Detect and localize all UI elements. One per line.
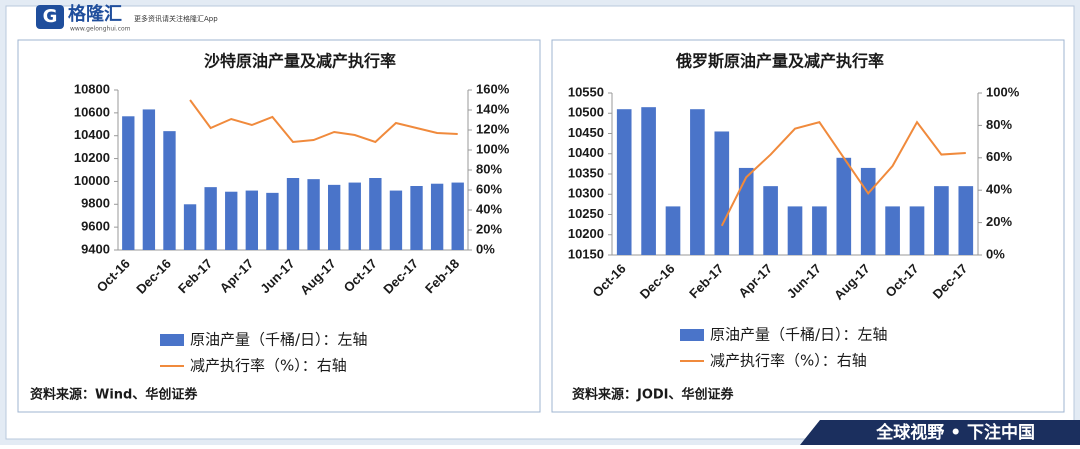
bar (204, 187, 217, 250)
bar (451, 182, 464, 250)
line (720, 120, 966, 227)
y2-tick-label: 0% (476, 241, 495, 256)
y2-tick-label: 60% (986, 149, 1012, 164)
y-tick-label: 10350 (568, 165, 604, 180)
logo-icon (36, 5, 64, 29)
y2-tick-label: 80% (476, 161, 502, 176)
bar (245, 190, 258, 250)
y2-tick-label: 80% (986, 117, 1012, 132)
legend-label: 减产执行率（%）：右轴 (190, 357, 347, 375)
y-tick-label: 9400 (81, 241, 110, 256)
y-tick-label: 10300 (568, 186, 604, 201)
bar (286, 178, 300, 250)
y-tick-label: 10450 (568, 125, 604, 140)
y2-tick-label: 40% (476, 201, 502, 216)
y-tick-label: 10550 (568, 84, 604, 99)
y-tick-label: 10400 (568, 145, 604, 160)
y2-tick-label: 100% (476, 141, 510, 156)
bar (958, 186, 974, 255)
y-tick-label: 10500 (568, 105, 604, 120)
y-tick-label: 9600 (81, 219, 110, 234)
bar (348, 182, 361, 250)
bar (225, 191, 238, 250)
bar (410, 186, 423, 250)
panel (551, 39, 1065, 413)
source: 资料来源：Wind、华创证券 (30, 387, 198, 403)
legend-swatch (680, 329, 704, 341)
slogan: 更多资讯请关注格隆汇App (134, 14, 218, 23)
y2-tick-label: 100% (986, 84, 1020, 99)
y-tick-label: 10400 (74, 127, 110, 142)
bar (860, 167, 876, 255)
brand: 格隆汇 (68, 3, 122, 25)
bar (616, 109, 632, 255)
bar (738, 167, 754, 255)
y2-tick-label: 60% (476, 181, 502, 196)
bar (665, 206, 681, 255)
y-tick-label: 9800 (81, 196, 110, 211)
chart-title: 俄罗斯原油产量及减产执行率 (675, 52, 884, 71)
bar (183, 204, 197, 250)
bar (836, 157, 852, 255)
brand-url: www.gelonghui.com (70, 26, 131, 33)
y2-tick-label: 20% (986, 214, 1012, 229)
bar (430, 183, 444, 250)
y-tick-label: 10150 (568, 246, 604, 261)
y-tick-label: 10800 (74, 81, 110, 96)
y2-tick-label: 20% (476, 221, 502, 236)
line (189, 99, 458, 144)
bar (163, 131, 176, 250)
bar (369, 178, 382, 250)
y-tick-label: 10600 (74, 104, 110, 119)
bar (142, 109, 156, 250)
source: 资料来源：JODI、华创证券 (572, 387, 735, 403)
legend-swatch (160, 334, 184, 346)
bar (909, 206, 925, 255)
bar (122, 116, 135, 251)
legend-label: 原油产量（千桶/日）：左轴 (190, 331, 368, 349)
bar (787, 206, 803, 255)
bar (307, 179, 320, 250)
bar (714, 131, 730, 255)
bar (885, 206, 900, 255)
bar (328, 184, 341, 250)
footer-band (800, 420, 1080, 445)
y2-tick-label: 0% (986, 246, 1005, 261)
y2-tick-label: 140% (476, 101, 510, 116)
bar (812, 206, 827, 255)
bar (690, 109, 705, 255)
y-tick-label: 10250 (568, 206, 604, 221)
chart-title: 沙特原油产量及减产执行率 (204, 52, 396, 71)
y2-tick-label: 120% (476, 121, 510, 136)
bar (266, 192, 279, 250)
y-tick-label: 10200 (74, 150, 110, 165)
bar (934, 186, 949, 255)
y2-tick-label: 40% (986, 182, 1012, 197)
y-tick-label: 10200 (568, 226, 604, 241)
bar (641, 107, 656, 255)
bar (389, 190, 403, 250)
y2-tick-label: 160% (476, 81, 510, 96)
logo-letter: G (43, 6, 58, 27)
y-tick-label: 10000 (74, 173, 110, 188)
legend-label: 原油产量（千桶/日）：左轴 (710, 326, 888, 344)
footer-slogan: 全球视野 • 下注中国 (875, 422, 1035, 443)
bar (763, 186, 778, 255)
legend-label: 减产执行率（%）：右轴 (710, 352, 867, 370)
